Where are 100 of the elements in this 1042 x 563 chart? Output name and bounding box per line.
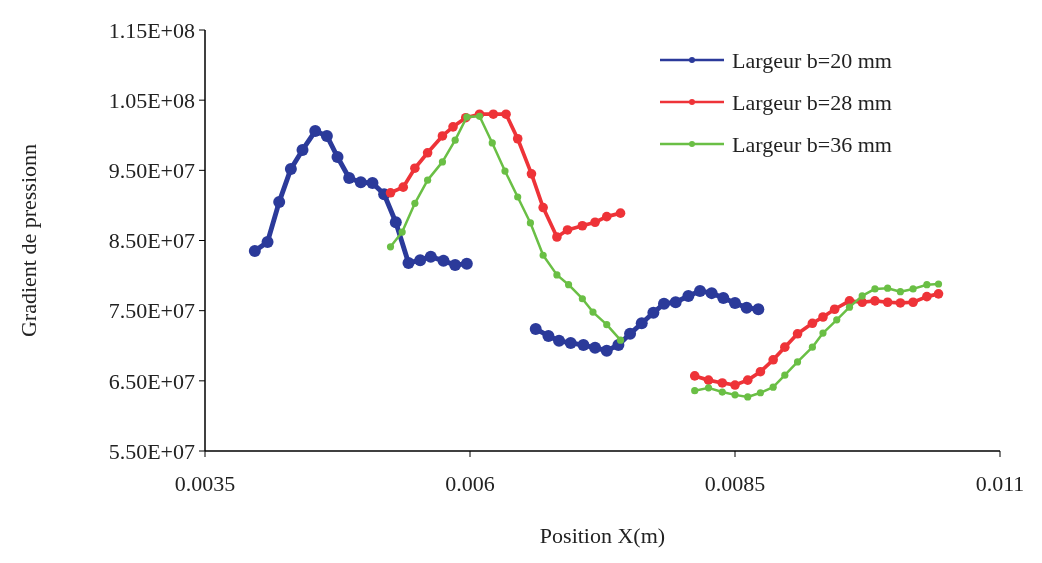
- point: [780, 342, 790, 352]
- point: [402, 256, 415, 269]
- point: [615, 208, 626, 218]
- point: [705, 287, 718, 300]
- point: [589, 341, 602, 354]
- point: [603, 321, 611, 329]
- point: [933, 289, 944, 299]
- point: [807, 318, 818, 329]
- point: [398, 228, 406, 236]
- y-axis-title: Gradient de pressionn: [16, 143, 41, 338]
- point: [422, 147, 433, 158]
- point: [424, 176, 432, 184]
- point: [589, 308, 597, 316]
- point: [542, 329, 555, 342]
- point: [871, 285, 879, 293]
- point: [657, 297, 670, 310]
- point: [647, 306, 660, 319]
- point: [870, 296, 880, 306]
- point: [296, 143, 309, 156]
- point: [437, 254, 450, 267]
- point: [769, 383, 777, 391]
- x-axis-title: Position X(m): [539, 523, 666, 548]
- point: [895, 298, 906, 308]
- point: [882, 297, 893, 308]
- point: [752, 303, 765, 316]
- point: [792, 329, 803, 339]
- x-tick-label: 0.0035: [174, 471, 236, 496]
- point: [740, 301, 753, 314]
- point: [909, 285, 917, 293]
- point: [564, 336, 577, 349]
- point: [366, 176, 379, 189]
- point: [514, 193, 522, 201]
- point: [768, 354, 778, 365]
- point: [354, 176, 367, 189]
- point: [884, 284, 892, 292]
- y-tick-label: 1.05E+08: [108, 87, 195, 113]
- point: [694, 285, 707, 298]
- point: [616, 336, 625, 344]
- point: [682, 289, 695, 302]
- point: [553, 271, 561, 279]
- point: [488, 109, 499, 119]
- point: [488, 139, 496, 147]
- point: [437, 131, 448, 141]
- point: [424, 250, 437, 263]
- point: [756, 389, 765, 397]
- point: [398, 182, 409, 192]
- point: [562, 225, 573, 235]
- point: [744, 393, 752, 401]
- y-tick-label: 6.50E+07: [108, 368, 195, 394]
- point: [526, 219, 535, 227]
- point: [386, 243, 395, 251]
- point: [818, 312, 828, 322]
- point: [577, 339, 590, 352]
- point: [896, 288, 904, 296]
- point: [501, 167, 509, 175]
- point: [590, 217, 600, 228]
- point: [718, 388, 726, 396]
- y-tick-label: 1.15E+08: [108, 17, 195, 43]
- point: [538, 202, 548, 213]
- point: [845, 303, 854, 311]
- point: [808, 343, 816, 351]
- point: [729, 296, 741, 309]
- point: [730, 380, 740, 390]
- point: [819, 329, 827, 337]
- point: [512, 133, 523, 144]
- point: [389, 216, 402, 229]
- point: [501, 109, 511, 119]
- point: [669, 296, 682, 309]
- y-tick-label: 5.50E+07: [108, 438, 195, 464]
- point: [261, 235, 274, 248]
- point: [689, 371, 700, 381]
- point: [564, 281, 573, 289]
- point: [248, 245, 261, 258]
- point: [635, 317, 648, 330]
- point: [331, 151, 344, 163]
- point: [858, 292, 866, 300]
- y-tick-label: 9.50E+07: [108, 158, 195, 184]
- point: [410, 163, 420, 174]
- point: [833, 316, 841, 324]
- point: [553, 334, 566, 347]
- point: [460, 257, 473, 270]
- point: [717, 292, 730, 305]
- point: [414, 254, 427, 267]
- legend-label: Largeur b=36 mm: [732, 131, 892, 157]
- point: [385, 187, 396, 198]
- point: [526, 169, 537, 179]
- point: [829, 304, 840, 315]
- point: [552, 232, 562, 242]
- point: [451, 136, 459, 144]
- point: [704, 384, 713, 392]
- point: [922, 291, 932, 302]
- point: [284, 162, 297, 175]
- point: [923, 281, 931, 289]
- point: [624, 327, 637, 340]
- point: [793, 358, 802, 366]
- point: [529, 322, 542, 335]
- point: [309, 125, 322, 138]
- point: [755, 366, 766, 377]
- point: [273, 195, 286, 208]
- point: [343, 172, 356, 185]
